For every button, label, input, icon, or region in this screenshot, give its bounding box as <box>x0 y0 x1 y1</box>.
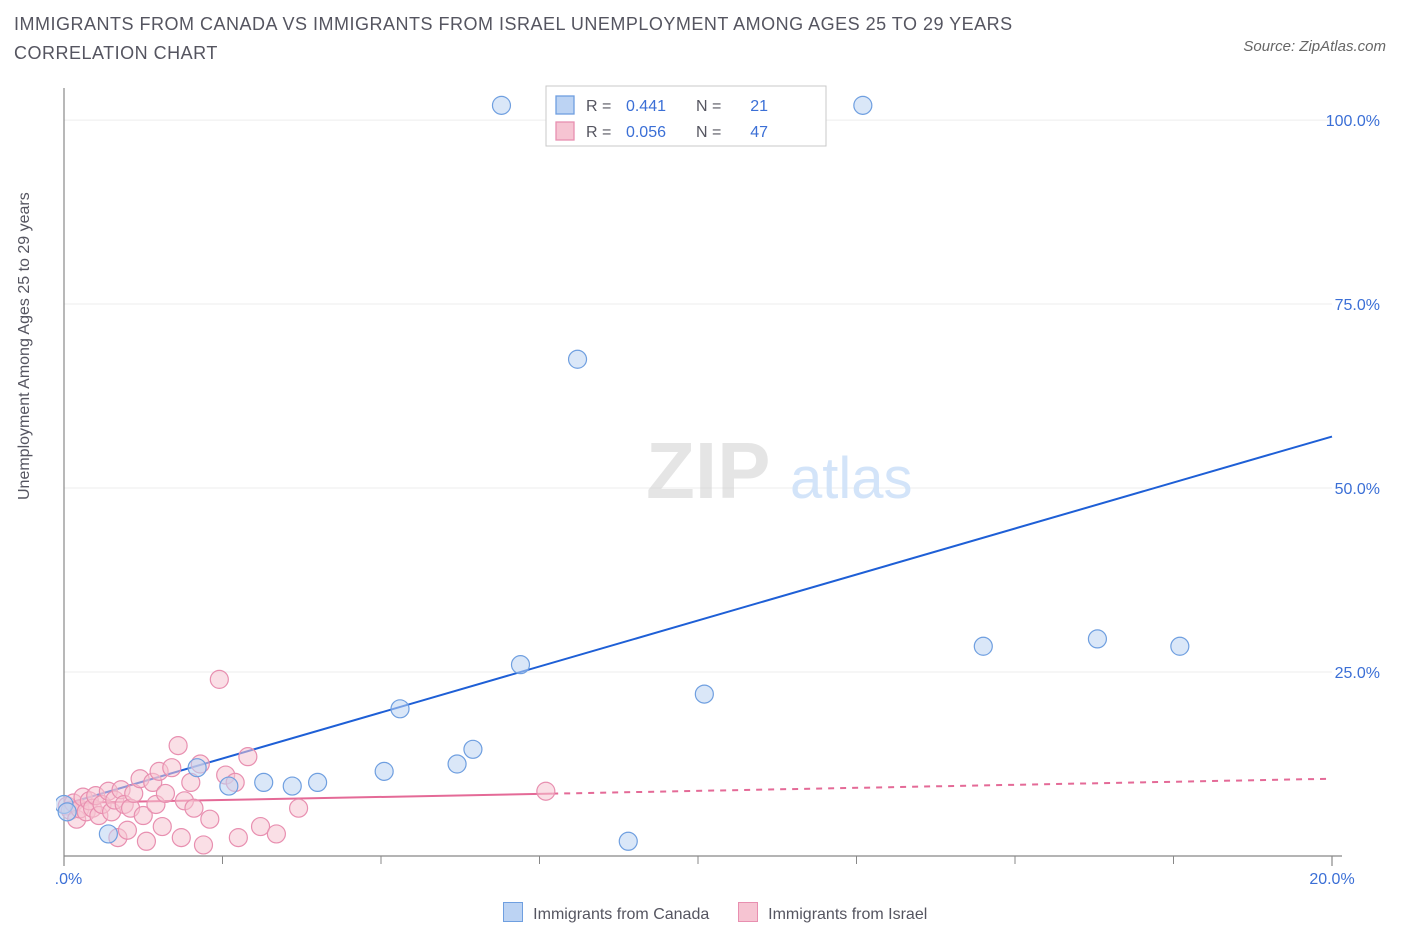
data-point <box>163 759 181 777</box>
data-point <box>201 810 219 828</box>
scatter-plot: ZIP atlas 25.0% 50.0% 75.0% 100.0% 0.0% 20.0… <box>56 78 1386 888</box>
legend-swatch <box>556 122 574 140</box>
watermark: ZIP atlas <box>646 426 913 515</box>
data-point <box>194 836 212 854</box>
chart-title: IMMIGRANTS FROM CANADA VS IMMIGRANTS FRO… <box>14 10 1114 68</box>
data-point <box>283 777 301 795</box>
data-point <box>391 700 409 718</box>
data-point <box>99 825 117 843</box>
points-canada <box>56 96 1189 850</box>
data-point <box>188 759 206 777</box>
y-tick-label: 25.0% <box>1335 665 1380 682</box>
data-point <box>153 818 171 836</box>
data-point <box>1088 630 1106 648</box>
data-point <box>156 784 174 802</box>
data-point <box>448 755 466 773</box>
data-point <box>1171 637 1189 655</box>
data-point <box>220 777 238 795</box>
data-point <box>854 96 872 114</box>
legend-r-label: R = <box>586 124 611 141</box>
data-point <box>229 829 247 847</box>
legend-r-value: 0.056 <box>626 124 666 141</box>
data-point <box>239 748 257 766</box>
series-legend: Immigrants from Canada Immigrants from I… <box>0 902 1406 924</box>
data-point <box>267 825 285 843</box>
x-tick-label: 20.0% <box>1309 871 1354 888</box>
data-point <box>375 762 393 780</box>
data-point <box>137 832 155 850</box>
data-point <box>309 773 327 791</box>
source-name: ZipAtlas.com <box>1299 38 1386 55</box>
data-point <box>569 350 587 368</box>
data-point <box>185 799 203 817</box>
data-point <box>252 818 270 836</box>
data-point <box>695 685 713 703</box>
legend-n-value: 21 <box>750 98 768 115</box>
y-tick-labels: 25.0% 50.0% 75.0% 100.0% <box>1326 113 1380 682</box>
legend-label-canada: Immigrants from Canada <box>533 906 709 923</box>
x-tick-label: 0.0% <box>56 871 82 888</box>
data-point <box>537 782 555 800</box>
data-point <box>464 740 482 758</box>
y-axis-label: Unemployment Among Ages 25 to 29 years <box>16 192 34 500</box>
legend-r-label: R = <box>586 98 611 115</box>
data-point <box>974 637 992 655</box>
data-point <box>118 821 136 839</box>
legend-n-value: 47 <box>750 124 768 141</box>
legend-swatch <box>556 96 574 114</box>
source-prefix: Source: <box>1243 38 1299 55</box>
stats-legend: R = 0.441 N = 21 R = 0.056 N = 47 <box>546 86 826 146</box>
legend-r-value: 0.441 <box>626 98 666 115</box>
points-israel <box>58 670 555 854</box>
data-point <box>58 803 76 821</box>
data-point <box>511 656 529 674</box>
legend-n-label: N = <box>696 124 721 141</box>
y-tick-label: 100.0% <box>1326 113 1380 130</box>
data-point <box>619 832 637 850</box>
data-point <box>290 799 308 817</box>
data-point <box>169 737 187 755</box>
legend-n-label: N = <box>696 98 721 115</box>
legend-swatch-israel <box>738 902 758 922</box>
x-tick-labels: 0.0% 20.0% <box>56 871 1355 888</box>
data-point <box>255 773 273 791</box>
y-tick-label: 50.0% <box>1335 481 1380 498</box>
data-point <box>172 829 190 847</box>
watermark-zip: ZIP <box>646 426 770 515</box>
watermark-atlas: atlas <box>790 446 913 511</box>
y-tick-label: 75.0% <box>1335 297 1380 314</box>
data-point <box>210 670 228 688</box>
gridlines <box>64 120 1332 672</box>
data-point <box>492 96 510 114</box>
legend-swatch-canada <box>503 902 523 922</box>
chart-source: Source: ZipAtlas.com <box>1243 38 1386 55</box>
legend-label-israel: Immigrants from Israel <box>768 906 927 923</box>
